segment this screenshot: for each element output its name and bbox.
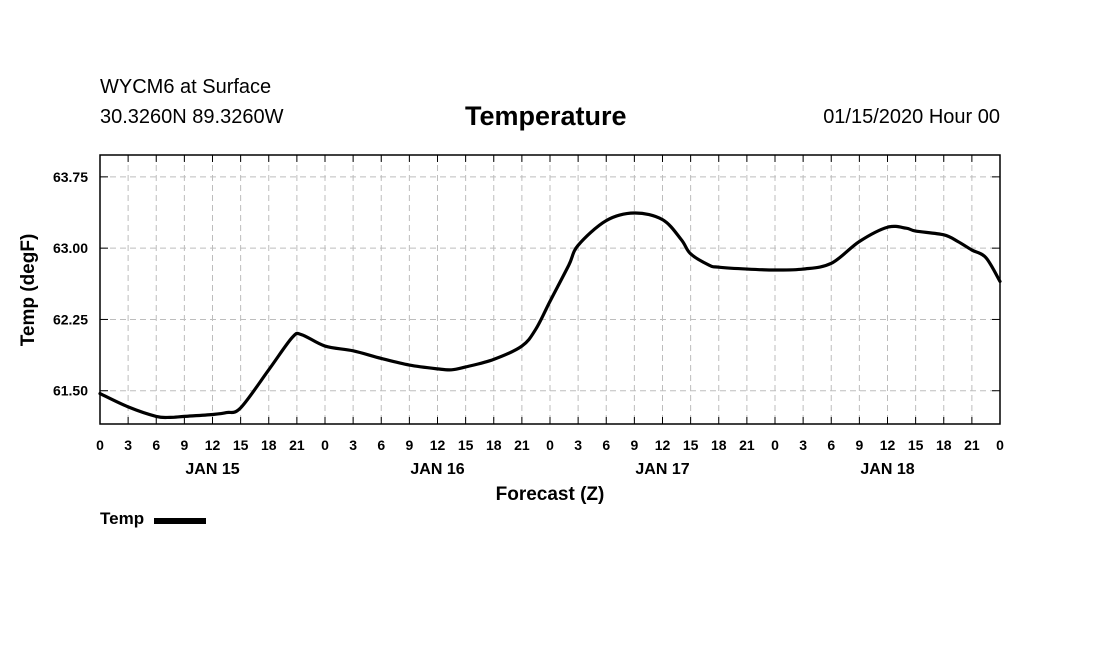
x-tick-label: 9	[855, 437, 863, 453]
x-tick-label: 21	[289, 437, 305, 453]
legend: Temp	[100, 509, 207, 529]
axis-ticks	[99, 155, 1001, 424]
x-tick-label: 9	[405, 437, 413, 453]
x-tick-label: 3	[799, 437, 807, 453]
y-axis-label: Temp (degF)	[18, 234, 39, 347]
station-coordinates: 30.3260N 89.3260W	[100, 106, 284, 128]
x-tick-label: 12	[430, 437, 446, 453]
x-tick-label: 21	[514, 437, 530, 453]
x-tick-label: 3	[574, 437, 582, 453]
date-label: JAN 17	[635, 461, 689, 478]
x-tick-label: 3	[349, 437, 357, 453]
forecast-run-time: 01/15/2020 Hour 00	[823, 106, 1000, 128]
date-label: JAN 18	[860, 461, 914, 478]
chart-title: Temperature	[465, 101, 627, 131]
x-tick-label: 6	[602, 437, 610, 453]
series-line-temp	[98, 211, 1002, 420]
x-tick-label: 0	[771, 437, 779, 453]
x-tick-label: 15	[458, 437, 474, 453]
x-tick-label: 0	[996, 437, 1004, 453]
legend-label-temp: Temp	[100, 509, 145, 528]
y-axis-tick-labels: 61.50 62.25 63.00 63.75	[53, 169, 88, 399]
y-tick-label: 62.25	[53, 311, 88, 327]
x-tick-label: 21	[964, 437, 980, 453]
x-tick-label: 18	[711, 437, 727, 453]
date-label: JAN 15	[185, 461, 239, 478]
x-tick-label: 15	[683, 437, 699, 453]
x-axis-date-labels: JAN 15 JAN 16 JAN 17 JAN 18	[185, 461, 914, 478]
x-tick-label: 18	[486, 437, 502, 453]
y-tick-label: 63.75	[53, 169, 88, 185]
x-tick-label: 3	[124, 437, 132, 453]
grid-lines	[100, 155, 1000, 424]
x-tick-label: 12	[880, 437, 896, 453]
x-axis-label: Forecast (Z)	[496, 484, 605, 505]
x-tick-label: 18	[936, 437, 952, 453]
y-tick-label: 61.50	[53, 383, 88, 399]
x-tick-label: 15	[233, 437, 249, 453]
x-axis-tick-labels: 0 3 6 9 12 15 18 21 0 3 6 9 12 15 18 21 0 3 6 9 12 15 18 21 0 3 6 9…	[96, 437, 1004, 453]
y-tick-label: 63.00	[53, 240, 88, 256]
x-tick-label: 12	[205, 437, 221, 453]
x-tick-label: 0	[96, 437, 104, 453]
x-tick-label: 18	[261, 437, 277, 453]
x-tick-label: 0	[546, 437, 554, 453]
x-tick-label: 9	[630, 437, 638, 453]
station-name: WYCM6 at Surface	[100, 76, 272, 98]
x-tick-label: 9	[180, 437, 188, 453]
x-tick-label: 6	[152, 437, 160, 453]
legend-swatch-temp	[154, 517, 207, 524]
x-tick-label: 15	[908, 437, 924, 453]
date-label: JAN 16	[410, 461, 464, 478]
x-tick-label: 21	[739, 437, 755, 453]
x-tick-label: 6	[377, 437, 385, 453]
x-tick-label: 0	[321, 437, 329, 453]
x-tick-label: 6	[827, 437, 835, 453]
x-tick-label: 12	[655, 437, 671, 453]
